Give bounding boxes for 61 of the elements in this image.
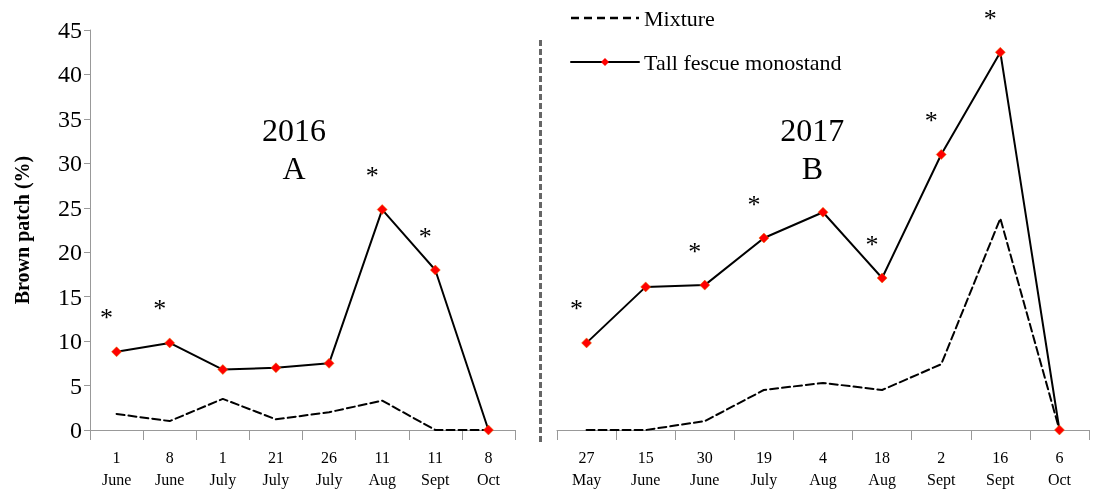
y-tick-label: 10 bbox=[58, 328, 82, 355]
point bbox=[995, 46, 1006, 58]
x-tick-label: 6 Oct bbox=[1047, 448, 1072, 488]
y-tick-label: 20 bbox=[58, 239, 82, 266]
point bbox=[699, 279, 711, 291]
legend-label: Tall fescue monostand bbox=[644, 49, 842, 75]
annotation: * bbox=[924, 105, 938, 135]
x-tick-label: 2 Sept bbox=[927, 448, 956, 489]
x-tick-label: 1 June bbox=[101, 448, 132, 488]
point bbox=[217, 364, 229, 375]
point bbox=[164, 337, 175, 349]
x-tick-label: 8 June bbox=[155, 448, 185, 488]
point bbox=[376, 204, 388, 215]
x-tick-label: 26 July bbox=[315, 448, 343, 489]
point bbox=[758, 232, 770, 244]
annotation: * bbox=[688, 236, 702, 266]
annotation: * bbox=[100, 303, 114, 333]
x-tick-label: 11 Aug bbox=[368, 448, 396, 489]
x-tick-label: 27 May bbox=[571, 448, 602, 489]
point bbox=[323, 358, 335, 369]
y-tick-label: 40 bbox=[58, 61, 82, 88]
point bbox=[581, 337, 592, 349]
y-tick-label: 15 bbox=[58, 283, 82, 310]
annotation: A bbox=[282, 150, 306, 186]
x-tick-label: 11 Sept bbox=[421, 448, 451, 489]
y-axis-title: Brown patch (%) bbox=[11, 155, 34, 305]
y-tick-label: 5 bbox=[70, 372, 82, 399]
annotation: * bbox=[418, 221, 432, 251]
annotation: * bbox=[983, 3, 997, 33]
annotation: * bbox=[365, 161, 379, 191]
point bbox=[817, 206, 829, 218]
annotation: * bbox=[747, 189, 761, 219]
x-tick-label: 19 July bbox=[750, 448, 778, 489]
annotation: 2016 bbox=[262, 112, 326, 148]
legend-label: Mixture bbox=[644, 5, 715, 31]
point bbox=[640, 281, 651, 293]
point bbox=[270, 362, 282, 374]
annotation: * bbox=[570, 294, 584, 324]
x-tick-label: 30 June bbox=[690, 448, 720, 488]
point bbox=[111, 346, 122, 358]
y-tick-label: 0 bbox=[70, 417, 82, 443]
point bbox=[430, 264, 441, 276]
x-tick-label: 1 July bbox=[209, 448, 237, 489]
point bbox=[1054, 424, 1065, 436]
y-tick-label: 35 bbox=[58, 105, 82, 132]
annotation: 2017 bbox=[780, 112, 845, 148]
x-tick-label: 4 Aug bbox=[809, 448, 837, 489]
x-tick-label: 8 Oct bbox=[476, 448, 501, 488]
annotation: * bbox=[865, 229, 879, 259]
annotation: * bbox=[153, 294, 167, 324]
y-tick-label: 25 bbox=[58, 194, 82, 221]
point bbox=[876, 272, 888, 284]
point bbox=[483, 424, 494, 436]
x-tick-label: 16 Sept bbox=[986, 448, 1016, 489]
x-tick-label: 21 July bbox=[262, 448, 290, 489]
x-tick-label: 18 Aug bbox=[868, 448, 896, 489]
point bbox=[935, 149, 947, 160]
y-tick-label: 45 bbox=[58, 17, 82, 43]
y-tick-label: 30 bbox=[58, 150, 82, 177]
x-tick-label: 15 June bbox=[631, 448, 661, 488]
annotation: B bbox=[801, 150, 824, 186]
